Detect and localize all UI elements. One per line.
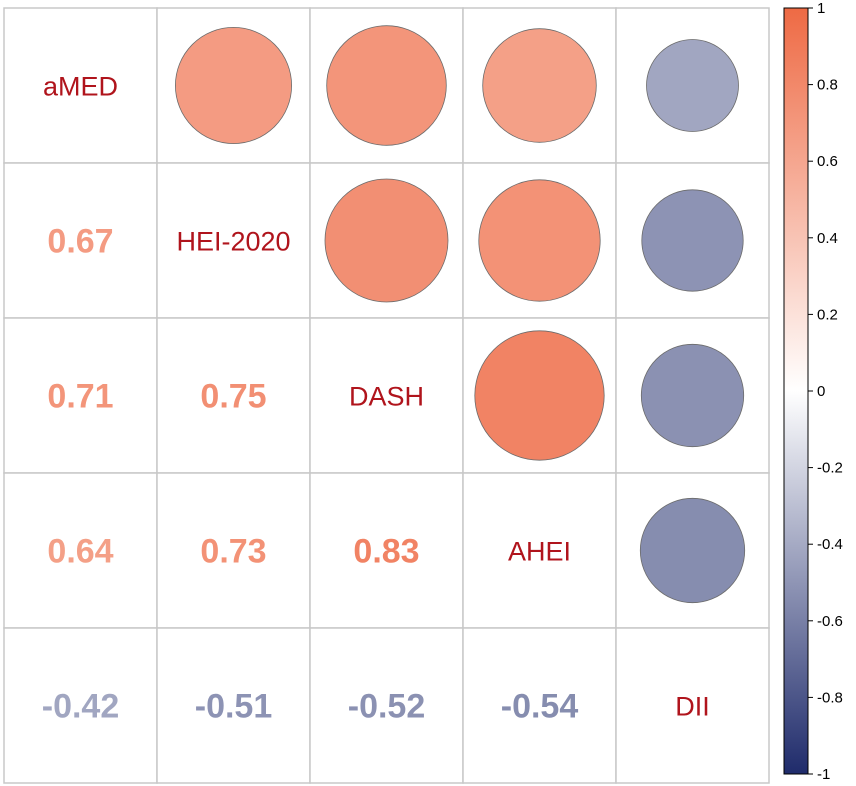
cell-4-0 (3, 627, 158, 784)
colorbar-tick-label: 0.2 (817, 306, 838, 323)
colorbar-tick-label: 0.8 (817, 77, 838, 94)
colorbar-tick-label: 0.4 (817, 230, 838, 247)
coefficient-label: 0.73 (200, 533, 266, 571)
cell-3-3 (462, 472, 617, 629)
colorbar-tick-label: -1 (817, 766, 830, 783)
cell-4-1 (156, 627, 311, 784)
correlation-grid: aMED 0.67 HEI-2020 0.71 0.75 DASH 0.64 0.73 0.83… (3, 7, 770, 784)
variable-label: aMED (43, 72, 118, 102)
coefficient-label: 0.71 (47, 378, 113, 416)
colorbar-tick-label: -0.6 (817, 613, 843, 630)
coefficient-label: -0.52 (348, 688, 426, 726)
coefficient-label: 0.75 (200, 378, 266, 416)
coefficient-label: 0.64 (47, 533, 113, 571)
correlation-circle (646, 39, 739, 132)
cell-3-2 (309, 472, 464, 629)
coefficient-label: -0.54 (501, 688, 579, 726)
colorbar-tick-label: 1 (817, 0, 825, 17)
correlation-circle (482, 28, 597, 143)
colorbar-tick-label: 0.6 (817, 153, 838, 170)
cell-2-2 (309, 317, 464, 474)
cell-2-1 (156, 317, 311, 474)
correlation-circle (641, 189, 744, 292)
colorbar-tick-label: -0.2 (817, 460, 843, 477)
cell-3-1 (156, 472, 311, 629)
variable-label: HEI-2020 (176, 227, 290, 257)
coefficient-label: 0.83 (353, 533, 419, 571)
correlation-circle (474, 330, 605, 461)
variable-label: AHEI (508, 537, 571, 567)
correlation-circle (640, 343, 745, 448)
coefficient-label: -0.42 (42, 688, 120, 726)
colorbar: 1 0.8 0.6 0.4 0.2 0 -0.2 -0.4 -0.6 -0.8 -1 (783, 0, 843, 783)
correlation-circle (326, 25, 447, 146)
cell-4-4 (615, 627, 770, 784)
colorbar-tick-label: 0 (817, 383, 825, 400)
variable-label: DASH (349, 382, 424, 412)
correlation-circle (478, 179, 601, 302)
correlation-circle (639, 497, 746, 604)
colorbar-tick-label: -0.4 (817, 536, 843, 553)
coefficient-label: 0.67 (47, 223, 113, 261)
coefficient-label: -0.51 (195, 688, 273, 726)
colorbar-tick-label: -0.8 (817, 689, 843, 706)
variable-label: DII (675, 692, 710, 722)
cell-3-0 (3, 472, 158, 629)
cell-0-0 (3, 7, 158, 164)
cell-4-2 (309, 627, 464, 784)
correlation-circle (324, 178, 449, 303)
colorbar-gradient (784, 8, 808, 774)
cell-1-0 (3, 162, 158, 319)
correlation-circle (174, 27, 292, 144)
